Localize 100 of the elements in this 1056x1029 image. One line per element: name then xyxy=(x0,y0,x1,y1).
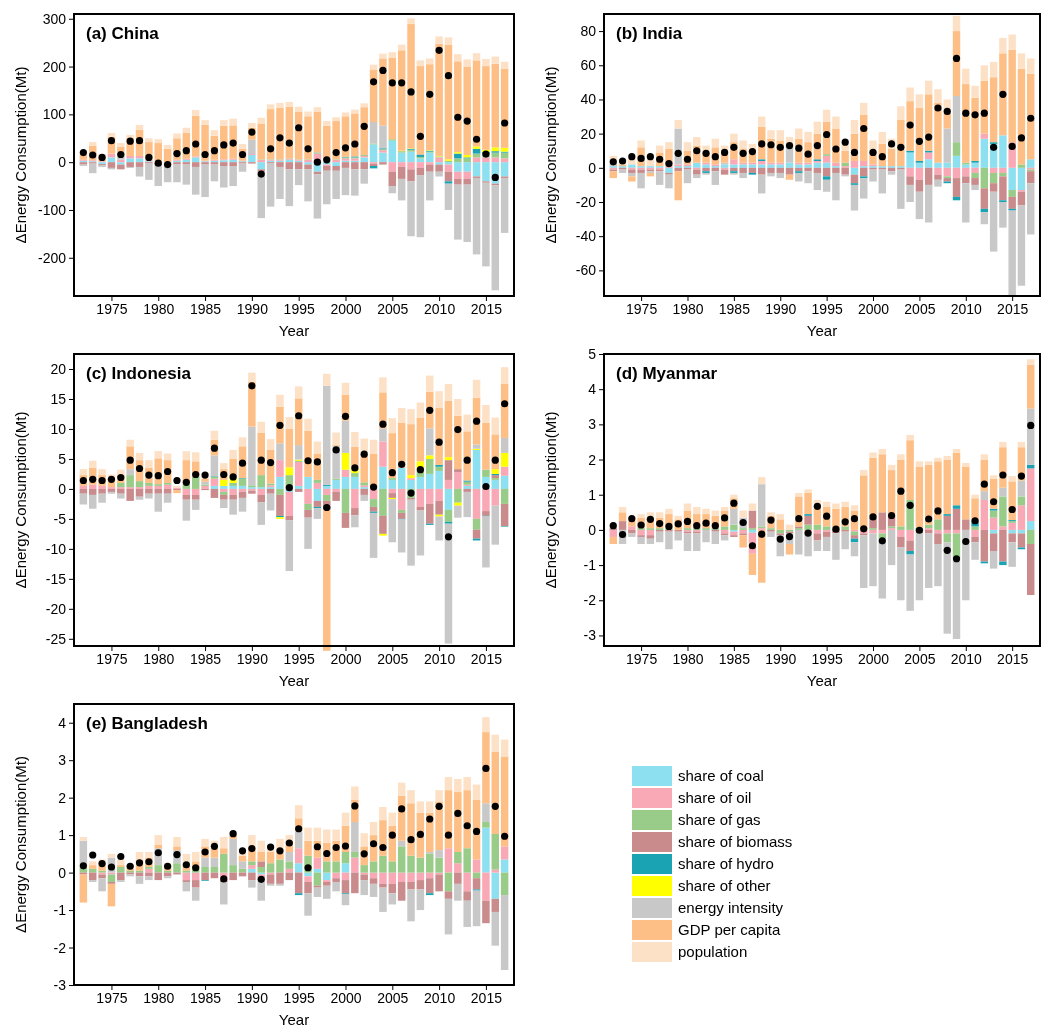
y-tick-label: -20 xyxy=(575,193,597,210)
x-axis-title: Year xyxy=(806,322,838,339)
x-tick-label: 1975 xyxy=(96,650,128,667)
y-tick-label: -60 xyxy=(575,262,597,279)
y-tick-label: 40 xyxy=(580,91,597,108)
text: (a) China xyxy=(86,24,160,43)
y-axis-title: ΔEnergy Consumption(Mt) xyxy=(542,411,559,589)
y-tick-label: 100 xyxy=(42,106,67,123)
y-tick-label: 4 xyxy=(588,381,597,398)
y-tick-label: 5 xyxy=(588,345,597,362)
y-tick-label: -5 xyxy=(53,510,67,527)
x-tick-label: 1995 xyxy=(811,300,843,317)
x-tick-label: 1985 xyxy=(718,300,751,317)
y-tick-label: 10 xyxy=(50,420,67,437)
y-tick-label: 0 xyxy=(58,480,67,497)
x-tick-label: 2015 xyxy=(470,650,503,667)
y-tick-label: 20 xyxy=(50,360,67,377)
legend-label: share of hydro xyxy=(678,855,774,872)
x-tick-label: 2005 xyxy=(377,300,409,317)
x-tick-label: 1980 xyxy=(143,300,175,317)
y-tick-label: -15 xyxy=(45,570,67,587)
y-tick-label: 0 xyxy=(588,159,597,176)
y-tick-label: 2 xyxy=(58,789,67,806)
legend-label: share of oil xyxy=(678,789,752,806)
x-tick-label: 1995 xyxy=(283,650,315,667)
y-tick-label: 1 xyxy=(588,486,597,503)
y-axis-title: ΔEnergy Consumption(Mt) xyxy=(12,66,29,244)
x-tick-label: 1985 xyxy=(189,989,222,1006)
legend-label: share of other xyxy=(678,877,771,894)
x-tick-label: 1995 xyxy=(283,300,315,317)
x-tick-label: 1980 xyxy=(143,989,175,1006)
y-axis-title: ΔEnergy Consumption(Mt) xyxy=(12,411,29,589)
text: (c) Indonesia xyxy=(86,364,192,383)
y-axis-title: ΔEnergy Consumption(Mt) xyxy=(542,66,559,244)
y-tick-label: 0 xyxy=(58,864,67,881)
y-tick-label: 5 xyxy=(58,450,67,467)
y-tick-label: 200 xyxy=(42,58,67,75)
text: (d) Myanmar xyxy=(616,364,718,383)
x-tick-label: 2015 xyxy=(470,300,503,317)
x-tick-label: 1990 xyxy=(236,300,269,317)
x-tick-label: 1990 xyxy=(765,650,797,667)
y-tick-label: -3 xyxy=(53,976,67,993)
x-tick-label: 2005 xyxy=(904,300,936,317)
y-axis-title: ΔEnergy Consumption(Mt) xyxy=(12,756,29,933)
x-tick-label: 2010 xyxy=(950,650,983,667)
y-tick-label: -100 xyxy=(37,201,67,218)
x-tick-label: 1990 xyxy=(236,989,269,1006)
y-tick-label: -2 xyxy=(53,939,67,956)
x-tick-label: 1990 xyxy=(236,650,269,667)
x-tick-label: 1980 xyxy=(672,300,704,317)
y-tick-label: 3 xyxy=(58,752,67,769)
y-tick-label: 0 xyxy=(588,521,597,538)
y-tick-label: 20 xyxy=(580,125,597,142)
x-tick-label: 1975 xyxy=(96,989,128,1006)
x-tick-label: 2015 xyxy=(997,650,1029,667)
y-tick-label: -1 xyxy=(53,902,67,919)
legend-label: GDP per capita xyxy=(678,921,781,938)
text: (b) India xyxy=(616,24,683,43)
x-tick-label: 1995 xyxy=(811,650,843,667)
legend-label: share of biomass xyxy=(678,833,793,850)
y-tick-label: 3 xyxy=(588,416,597,433)
x-tick-label: 2000 xyxy=(330,989,362,1006)
y-tick-label: 0 xyxy=(58,154,67,171)
x-tick-label: 2000 xyxy=(330,300,362,317)
x-tick-label: 2005 xyxy=(904,650,936,667)
y-tick-label: -10 xyxy=(45,540,67,557)
x-tick-label: 2005 xyxy=(377,650,409,667)
x-tick-label: 1985 xyxy=(718,650,751,667)
x-tick-label: 2000 xyxy=(330,650,362,667)
x-tick-label: 1980 xyxy=(672,650,704,667)
x-axis-title: Year xyxy=(278,322,310,339)
legend-label: energy intensity xyxy=(678,899,784,916)
x-tick-label: 1990 xyxy=(765,300,797,317)
x-tick-label: 2010 xyxy=(424,650,456,667)
y-tick-label: 2 xyxy=(588,451,597,468)
x-tick-label: 2000 xyxy=(857,300,890,317)
y-tick-label: 300 xyxy=(42,10,67,27)
y-tick-label: -200 xyxy=(37,249,67,266)
x-tick-label: 1975 xyxy=(626,650,658,667)
legend-label: share of gas xyxy=(678,811,761,828)
x-tick-label: 2010 xyxy=(424,300,456,317)
x-tick-label: 2000 xyxy=(857,650,890,667)
x-tick-label: 1980 xyxy=(143,650,175,667)
y-tick-label: -40 xyxy=(575,228,597,245)
x-tick-label: 2015 xyxy=(997,300,1029,317)
text: (e) Bangladesh xyxy=(86,714,208,733)
x-tick-label: 1975 xyxy=(96,300,128,317)
y-tick-label: 60 xyxy=(580,57,597,74)
y-tick-label: 15 xyxy=(50,390,67,407)
x-tick-label: 2010 xyxy=(424,989,456,1006)
y-tick-label: -2 xyxy=(583,592,597,609)
y-tick-label: -20 xyxy=(45,600,67,617)
x-tick-label: 2015 xyxy=(470,989,503,1006)
x-tick-label: 1985 xyxy=(189,300,222,317)
x-axis-title: Year xyxy=(278,672,310,689)
y-tick-label: 1 xyxy=(58,827,67,844)
x-tick-label: 2005 xyxy=(377,989,409,1006)
x-tick-label: 1975 xyxy=(626,300,658,317)
y-tick-label: 80 xyxy=(580,23,597,40)
x-tick-label: 1995 xyxy=(283,989,315,1006)
